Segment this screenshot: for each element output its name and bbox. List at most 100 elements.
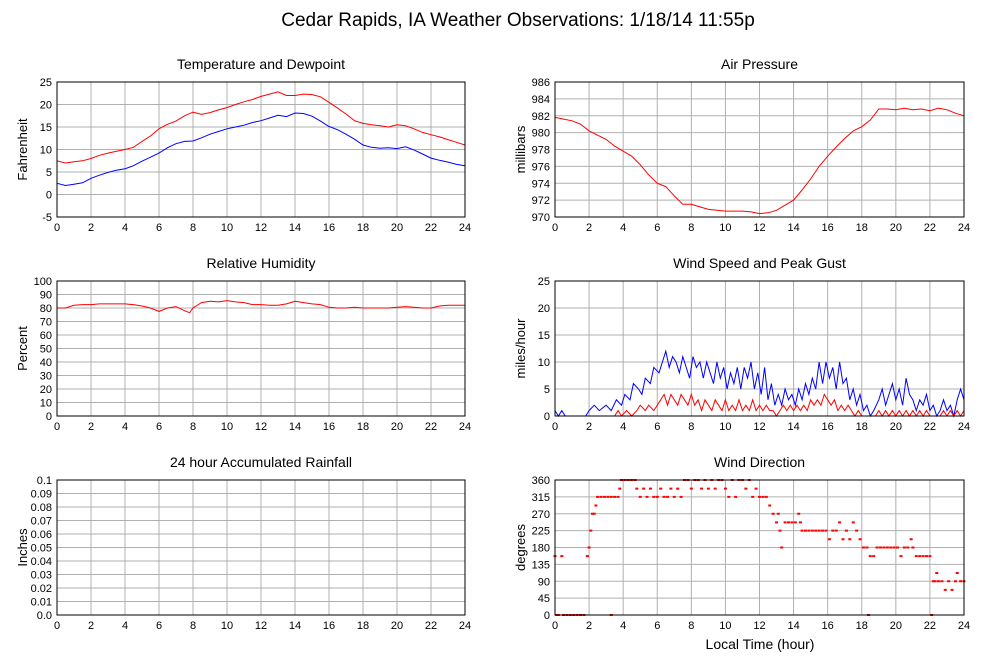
- y-tick-label: 270: [532, 509, 550, 521]
- wind-direction-point: [950, 588, 954, 591]
- y-tick-label: 0.07: [31, 516, 52, 528]
- wind-direction-point: [889, 546, 893, 549]
- y-tick-label: 360: [532, 475, 550, 487]
- x-tick-label: 0: [552, 222, 558, 234]
- x-tick-label: 22: [924, 222, 936, 234]
- wind-direction-point: [872, 555, 876, 558]
- wind-direction-point: [800, 529, 804, 532]
- wind-direction-point: [560, 555, 564, 558]
- x-tick-label: 2: [88, 620, 94, 632]
- x-tick-label: 6: [654, 421, 660, 433]
- x-tick-label: 16: [822, 222, 834, 234]
- x-tick-label: 2: [586, 620, 592, 632]
- wind-direction-point: [848, 538, 852, 541]
- wind-direction-point: [587, 546, 591, 549]
- y-tick-label: 986: [532, 77, 550, 89]
- plot-frame: [56, 280, 466, 417]
- wind-direction-point: [642, 487, 646, 490]
- wind-direction-point: [761, 495, 765, 498]
- y-axis-label: miles/hour: [513, 318, 528, 379]
- panel-title: 24 hour Accumulated Rainfall: [170, 454, 352, 470]
- x-tick-label: 18: [856, 620, 868, 632]
- wind-direction-point: [851, 521, 855, 524]
- x-tick-label: 10: [221, 421, 233, 433]
- wind-direction-point: [594, 504, 598, 507]
- wind-direction-point: [841, 538, 845, 541]
- panel-title: Wind Direction: [714, 454, 805, 470]
- wind-direction-point: [713, 487, 717, 490]
- x-tick-label: 12: [753, 222, 765, 234]
- plot-frame: [56, 479, 466, 616]
- wind-direction-point: [669, 487, 673, 490]
- wind-direction-point: [662, 495, 666, 498]
- wind-direction-point: [953, 580, 957, 583]
- wind-direction-point: [936, 580, 940, 583]
- plot-frame: [554, 479, 965, 616]
- wind-direction-point: [914, 555, 918, 558]
- x-tick-label: 4: [620, 222, 626, 234]
- x-tick-label: 4: [620, 421, 626, 433]
- y-tick-label: 0: [544, 610, 550, 622]
- wind-direction-point: [734, 495, 738, 498]
- wind-direction-point: [618, 487, 622, 490]
- wind-direction-point: [935, 572, 939, 574]
- wind-direction-point: [659, 487, 663, 490]
- y-tick-label: 970: [532, 212, 550, 224]
- wind-direction-point: [810, 529, 814, 532]
- x-tick-label: 16: [323, 421, 335, 433]
- x-tick-label: 16: [822, 421, 834, 433]
- wind-direction-point: [925, 555, 929, 558]
- x-tick-label: 10: [719, 421, 731, 433]
- x-tick-label: 0: [54, 421, 60, 433]
- wind-direction-point: [758, 495, 761, 498]
- wind-direction-point: [700, 487, 704, 490]
- wind-direction-point: [875, 546, 879, 549]
- wind-direction-point: [638, 495, 642, 498]
- y-tick-label: 100: [34, 276, 52, 288]
- y-tick-label: 50: [40, 344, 52, 356]
- wind-direction-point: [955, 572, 959, 574]
- x-tick-label: 22: [425, 620, 437, 632]
- y-tick-label: 10: [40, 398, 52, 410]
- wind-direction-point: [602, 495, 606, 498]
- x-tick-label: 10: [221, 620, 233, 632]
- wind-direction-point: [824, 529, 828, 532]
- y-tick-label: 5: [46, 167, 52, 179]
- y-tick-label: 0.04: [31, 556, 52, 568]
- wind-direction-point: [861, 546, 865, 549]
- x-tick-label: 6: [156, 620, 162, 632]
- x-tick-label: 8: [688, 222, 694, 234]
- x-tick-label: 4: [620, 620, 626, 632]
- wind-direction-point: [918, 555, 922, 558]
- wind-direction-point: [838, 521, 842, 524]
- series-line-blue: [56, 112, 466, 187]
- y-tick-label: 225: [532, 526, 550, 538]
- y-tick-label: 976: [532, 161, 550, 173]
- y-tick-label: 135: [532, 559, 550, 571]
- wind-direction-point: [655, 495, 659, 498]
- x-tick-label: 20: [890, 620, 902, 632]
- wind-direction-point: [596, 495, 600, 498]
- wind-direction-point: [865, 546, 869, 549]
- wind-direction-point: [790, 521, 794, 524]
- x-tick-label: 14: [787, 620, 799, 632]
- x-tick-label: 20: [391, 620, 403, 632]
- figure-title: Cedar Rapids, IA Weather Observations: 1…: [281, 10, 755, 31]
- y-tick-label: 0: [544, 411, 550, 423]
- wind-direction-point: [585, 555, 589, 558]
- chart-panel-relative-humidity: 0 2 4 6 8 10 12 14 16 18 20 22 240102030405060708090…: [15, 255, 471, 433]
- wind-direction-point: [921, 555, 925, 558]
- wind-direction-point: [928, 555, 932, 558]
- series-line-red: [56, 91, 466, 164]
- y-axis-label: millibars: [513, 125, 528, 173]
- y-tick-label: -5: [42, 212, 52, 224]
- y-tick-label: 972: [532, 195, 550, 207]
- y-tick-label: 0: [46, 411, 52, 423]
- wind-direction-point: [943, 588, 947, 591]
- y-tick-label: 15: [538, 330, 550, 342]
- x-tick-label: 6: [156, 222, 162, 234]
- y-tick-label: 0.01: [31, 597, 52, 609]
- x-tick-label: 12: [255, 620, 267, 632]
- wind-direction-point: [933, 580, 937, 583]
- wind-direction-point: [940, 580, 944, 583]
